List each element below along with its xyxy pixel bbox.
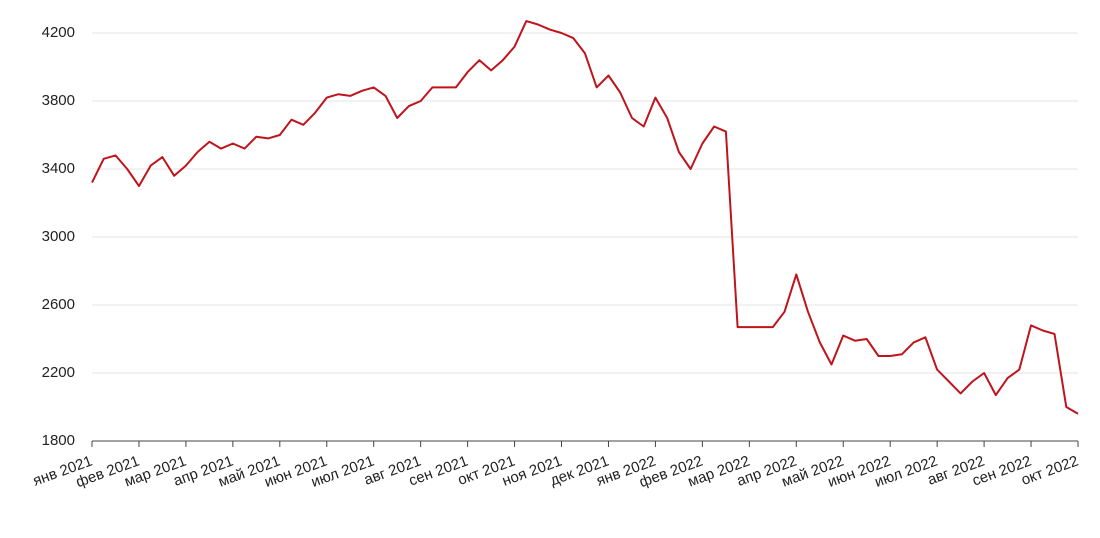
y-tick-label: 2600: [42, 296, 75, 313]
y-tick-label: 2200: [42, 364, 75, 381]
y-tick-label: 4200: [42, 24, 75, 41]
y-tick-label: 3400: [42, 160, 75, 177]
line-series: [91, 20, 1079, 415]
y-tick-label: 3800: [42, 92, 75, 109]
y-tick-label: 1800: [42, 432, 75, 449]
y-tick-label: 3000: [42, 228, 75, 245]
